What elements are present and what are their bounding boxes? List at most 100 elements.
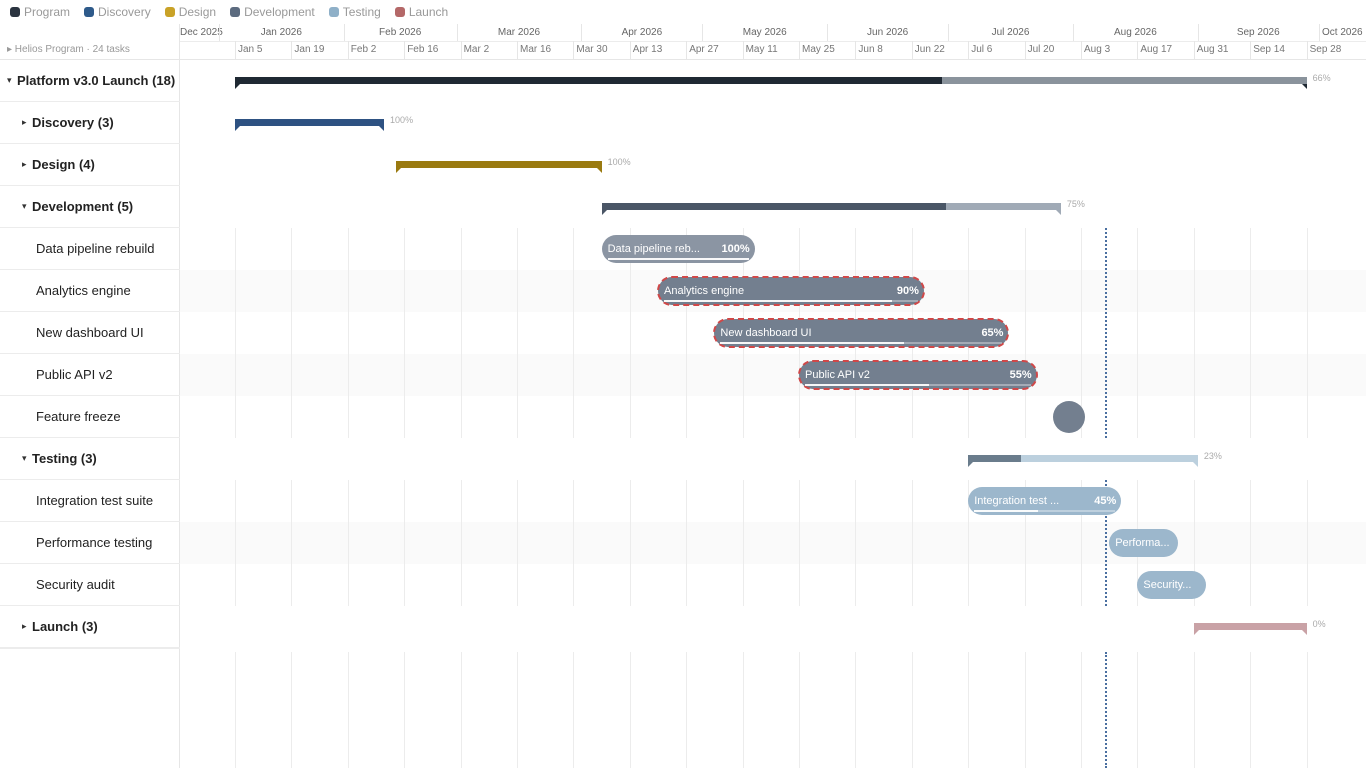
summary-bar-design[interactable] bbox=[396, 161, 602, 173]
task-bar-performance-testing[interactable]: Performa... bbox=[1109, 529, 1178, 557]
grid-line bbox=[1081, 480, 1082, 606]
task-row-performance-testing[interactable]: Performance testing bbox=[0, 522, 180, 564]
legend-item-discovery[interactable]: Discovery bbox=[84, 5, 151, 19]
summary-percent: 0% bbox=[1312, 619, 1326, 629]
task-row-data-pipeline-rebuild[interactable]: Data pipeline rebuild bbox=[0, 228, 180, 270]
week-separator bbox=[347, 41, 349, 59]
legend-item-launch[interactable]: Launch bbox=[394, 5, 448, 19]
task-progress-track bbox=[607, 258, 749, 260]
task-name: Discovery (3) bbox=[32, 115, 114, 130]
caret-down-icon[interactable]: ▾ bbox=[22, 453, 27, 463]
caret-right-icon[interactable]: ▸ bbox=[22, 621, 27, 631]
task-bar-analytics-engine[interactable]: Analytics engine 90% bbox=[657, 276, 925, 306]
week-separator bbox=[855, 41, 857, 59]
grid-line bbox=[1193, 228, 1195, 438]
week-separator bbox=[1193, 41, 1195, 59]
task-bar-security-audit[interactable]: Security... bbox=[1137, 571, 1206, 599]
task-name: New dashboard UI bbox=[36, 325, 144, 340]
task-bar-label: Performa... bbox=[1115, 537, 1170, 549]
task-bar-integration-test-suite[interactable]: Integration test ... 45% bbox=[968, 487, 1122, 515]
week-label: May 11 bbox=[745, 44, 778, 55]
group-row-platform-v3-0-launch[interactable]: ▾ Platform v3.0 Launch (18) bbox=[0, 60, 180, 102]
group-row-launch[interactable]: ▸ Launch (3) bbox=[0, 606, 180, 648]
grid-line bbox=[291, 228, 293, 438]
summary-bar-development[interactable] bbox=[601, 203, 1061, 215]
legend-swatch bbox=[230, 7, 241, 17]
group-row-development[interactable]: ▾ Development (5) bbox=[0, 186, 180, 228]
grid-line bbox=[235, 652, 236, 768]
summary-progress-fill bbox=[396, 161, 602, 168]
grid-line bbox=[517, 228, 518, 438]
summary-start-tick bbox=[235, 84, 240, 89]
summary-percent: 100% bbox=[607, 157, 631, 167]
grid-line bbox=[291, 480, 293, 606]
task-row-security-audit[interactable]: Security audit bbox=[0, 564, 180, 606]
task-row-feature-freeze[interactable]: Feature freeze bbox=[0, 396, 180, 438]
task-progress-fill bbox=[805, 384, 930, 386]
summary-bar-platform-v3-0-launch[interactable] bbox=[235, 77, 1307, 89]
legend-item-design[interactable]: Design bbox=[164, 5, 216, 19]
group-row-testing[interactable]: ▾ Testing (3) bbox=[0, 438, 180, 480]
summary-bar-discovery[interactable] bbox=[235, 119, 385, 131]
today-line bbox=[1105, 480, 1108, 606]
task-row-new-dashboard-ui[interactable]: New dashboard UI bbox=[0, 312, 180, 354]
summary-end-tick bbox=[1192, 462, 1198, 467]
task-bar-label: Data pipeline reb... bbox=[607, 243, 700, 255]
group-row-design[interactable]: ▸ Design (4) bbox=[0, 144, 180, 186]
grid-line bbox=[855, 652, 857, 768]
caret-right-icon[interactable]: ▸ bbox=[22, 117, 27, 127]
group-row-discovery[interactable]: ▸ Discovery (3) bbox=[0, 102, 180, 144]
week-label: Feb 2 bbox=[350, 44, 377, 55]
week-label: Mar 16 bbox=[520, 44, 552, 55]
summary-start-tick bbox=[1193, 630, 1199, 635]
grid-line bbox=[1024, 480, 1026, 606]
summary-bar-testing[interactable] bbox=[968, 455, 1198, 467]
task-bar-new-dashboard-ui[interactable]: New dashboard UI 65% bbox=[713, 318, 1010, 348]
legend-item-development[interactable]: Development bbox=[230, 5, 315, 19]
task-bar-percent: 55% bbox=[1009, 369, 1032, 381]
task-row-analytics-engine[interactable]: Analytics engine bbox=[0, 270, 180, 312]
month-label: Aug 2026 bbox=[1113, 27, 1157, 38]
task-row-integration-test-suite[interactable]: Integration test suite bbox=[0, 480, 180, 522]
task-name: Platform v3.0 Launch (18) bbox=[17, 73, 176, 88]
month-label: Jun 2026 bbox=[867, 27, 909, 38]
week-label: Aug 31 bbox=[1196, 44, 1229, 55]
legend-item-testing[interactable]: Testing bbox=[328, 5, 381, 19]
task-name: Launch (3) bbox=[32, 619, 98, 634]
grid-line bbox=[629, 228, 631, 438]
task-bar-data-pipeline-rebuild[interactable]: Data pipeline reb... 100% bbox=[601, 235, 755, 263]
legend-item-program[interactable]: Program bbox=[10, 5, 70, 19]
task-bar-label: Analytics engine bbox=[664, 285, 745, 297]
task-name: Testing (3) bbox=[32, 451, 97, 466]
week-separator bbox=[1024, 41, 1026, 59]
legend-label: Discovery bbox=[98, 5, 151, 19]
summary-bar-launch[interactable] bbox=[1193, 623, 1307, 635]
task-bar-public-api-v2[interactable]: Public API v2 55% bbox=[798, 360, 1038, 390]
month-separator bbox=[1318, 24, 1320, 41]
grid-line bbox=[404, 480, 406, 606]
summary-end-tick bbox=[596, 168, 602, 173]
week-label: Jul 6 bbox=[971, 44, 993, 55]
week-separator bbox=[235, 41, 236, 59]
grid-line bbox=[686, 652, 688, 768]
caret-down-icon[interactable]: ▾ bbox=[7, 75, 12, 85]
today-line bbox=[1105, 228, 1108, 438]
week-label: Jun 8 bbox=[858, 44, 883, 55]
month-label: Mar 2026 bbox=[497, 27, 541, 38]
month-label: Sep 2026 bbox=[1236, 27, 1280, 38]
task-list-header: ▸ Helios Program · 24 tasks bbox=[0, 24, 180, 60]
week-label: May 25 bbox=[802, 44, 835, 55]
legend-swatch bbox=[394, 7, 405, 17]
grid-line bbox=[1137, 228, 1139, 438]
grid-line bbox=[1306, 228, 1308, 438]
task-progress-track bbox=[720, 342, 1003, 344]
grid-line bbox=[911, 480, 913, 606]
month-separator bbox=[343, 24, 345, 41]
week-label: Jan 5 bbox=[238, 44, 263, 55]
month-separator bbox=[948, 24, 950, 41]
caret-right-icon[interactable]: ▸ bbox=[22, 159, 27, 169]
task-row-public-api-v2[interactable]: Public API v2 bbox=[0, 354, 180, 396]
caret-down-icon[interactable]: ▾ bbox=[22, 201, 27, 211]
task-bar-label: Public API v2 bbox=[805, 369, 870, 381]
milestone-marker-feature-freeze[interactable] bbox=[1052, 401, 1085, 433]
